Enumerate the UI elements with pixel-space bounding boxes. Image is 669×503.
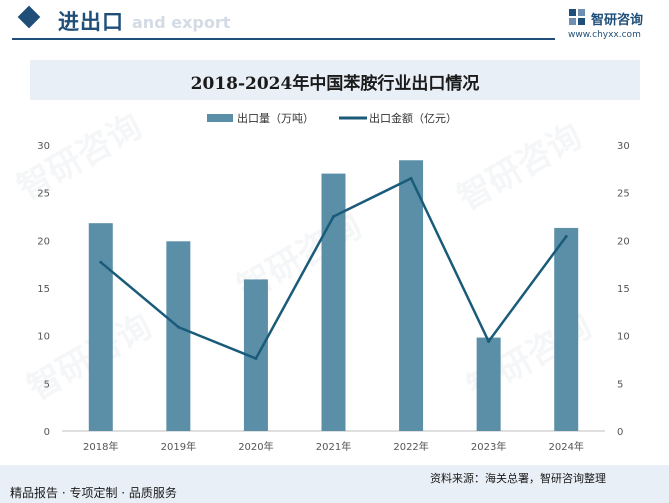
y-right-tick-label: 30: [617, 141, 630, 152]
y-left-tick-label: 20: [37, 236, 50, 247]
section-title: 进出口: [58, 10, 124, 34]
y-left-tick-label: 10: [37, 332, 50, 343]
y-right-tick-label: 25: [617, 189, 630, 200]
line-point: [564, 235, 568, 239]
chart-legend: 出口量（万吨） 出口金额（亿元）: [207, 111, 457, 125]
line-point: [176, 325, 180, 329]
page-header: 进出口 and export 智研咨询 www.chyxx.com: [0, 0, 669, 46]
logo-icon: [569, 9, 585, 25]
bar: [399, 160, 424, 431]
x-tick-label: 2018年: [83, 440, 118, 453]
line-point: [99, 260, 103, 264]
bar: [476, 337, 501, 431]
footer-band: 精品报告 · 专项定制 · 品质服务 资料来源：海关总署，智研咨询整理: [0, 465, 669, 503]
y-left-tick-label: 25: [37, 189, 50, 200]
y-right-tick-label: 0: [617, 427, 623, 438]
y-right-tick-label: 20: [617, 236, 630, 247]
y-right-tick-label: 15: [617, 284, 630, 295]
logo-name: 智研咨询: [591, 13, 644, 28]
legend-label-value: 出口金额（亿元）: [369, 111, 457, 125]
x-tick-label: 2024年: [548, 440, 583, 453]
x-tick-label: 2020年: [238, 440, 273, 453]
x-tick-label: 2019年: [161, 440, 196, 453]
bar: [88, 223, 113, 431]
x-tick-label: 2021年: [316, 440, 351, 453]
y-left-tick-label: 15: [37, 284, 50, 295]
y-left-tick-label: 0: [44, 427, 50, 438]
x-tick-label: 2023年: [471, 440, 506, 453]
y-right-tick-label: 5: [617, 379, 623, 390]
y-left-tick-label: 30: [37, 141, 50, 152]
y-right-tick-label: 10: [617, 332, 630, 343]
legend-label-volume: 出口量（万吨）: [237, 111, 314, 125]
footer-source: 资料来源：海关总署，智研咨询整理: [430, 472, 606, 485]
bar: [554, 227, 579, 431]
x-tick-label: 2022年: [393, 440, 428, 453]
chart-title-band: 2018-2024年中国苯胺行业出口情况: [30, 60, 640, 100]
line-point: [254, 357, 258, 361]
logo-url: www.chyxx.com: [568, 30, 641, 40]
chart-axes: 0 5 10 15 20 25 30 0 5 10 15 20 25 30 2018年 2019年 2020年 2…: [37, 141, 629, 453]
line-point: [409, 176, 413, 180]
bar: [166, 241, 191, 431]
chart-title: 2018-2024年中国苯胺行业出口情况: [190, 74, 480, 94]
legend-bar-swatch: [207, 114, 233, 122]
footer-slogan: 精品报告 · 专项定制 · 品质服务: [10, 486, 177, 500]
bar-series: [88, 160, 579, 431]
y-left-tick-label: 5: [44, 379, 50, 390]
line-point: [487, 339, 491, 343]
line-point: [332, 215, 335, 218]
header-divider: [12, 38, 555, 40]
line-series: [99, 176, 568, 361]
section-subtitle: and export: [132, 13, 231, 32]
